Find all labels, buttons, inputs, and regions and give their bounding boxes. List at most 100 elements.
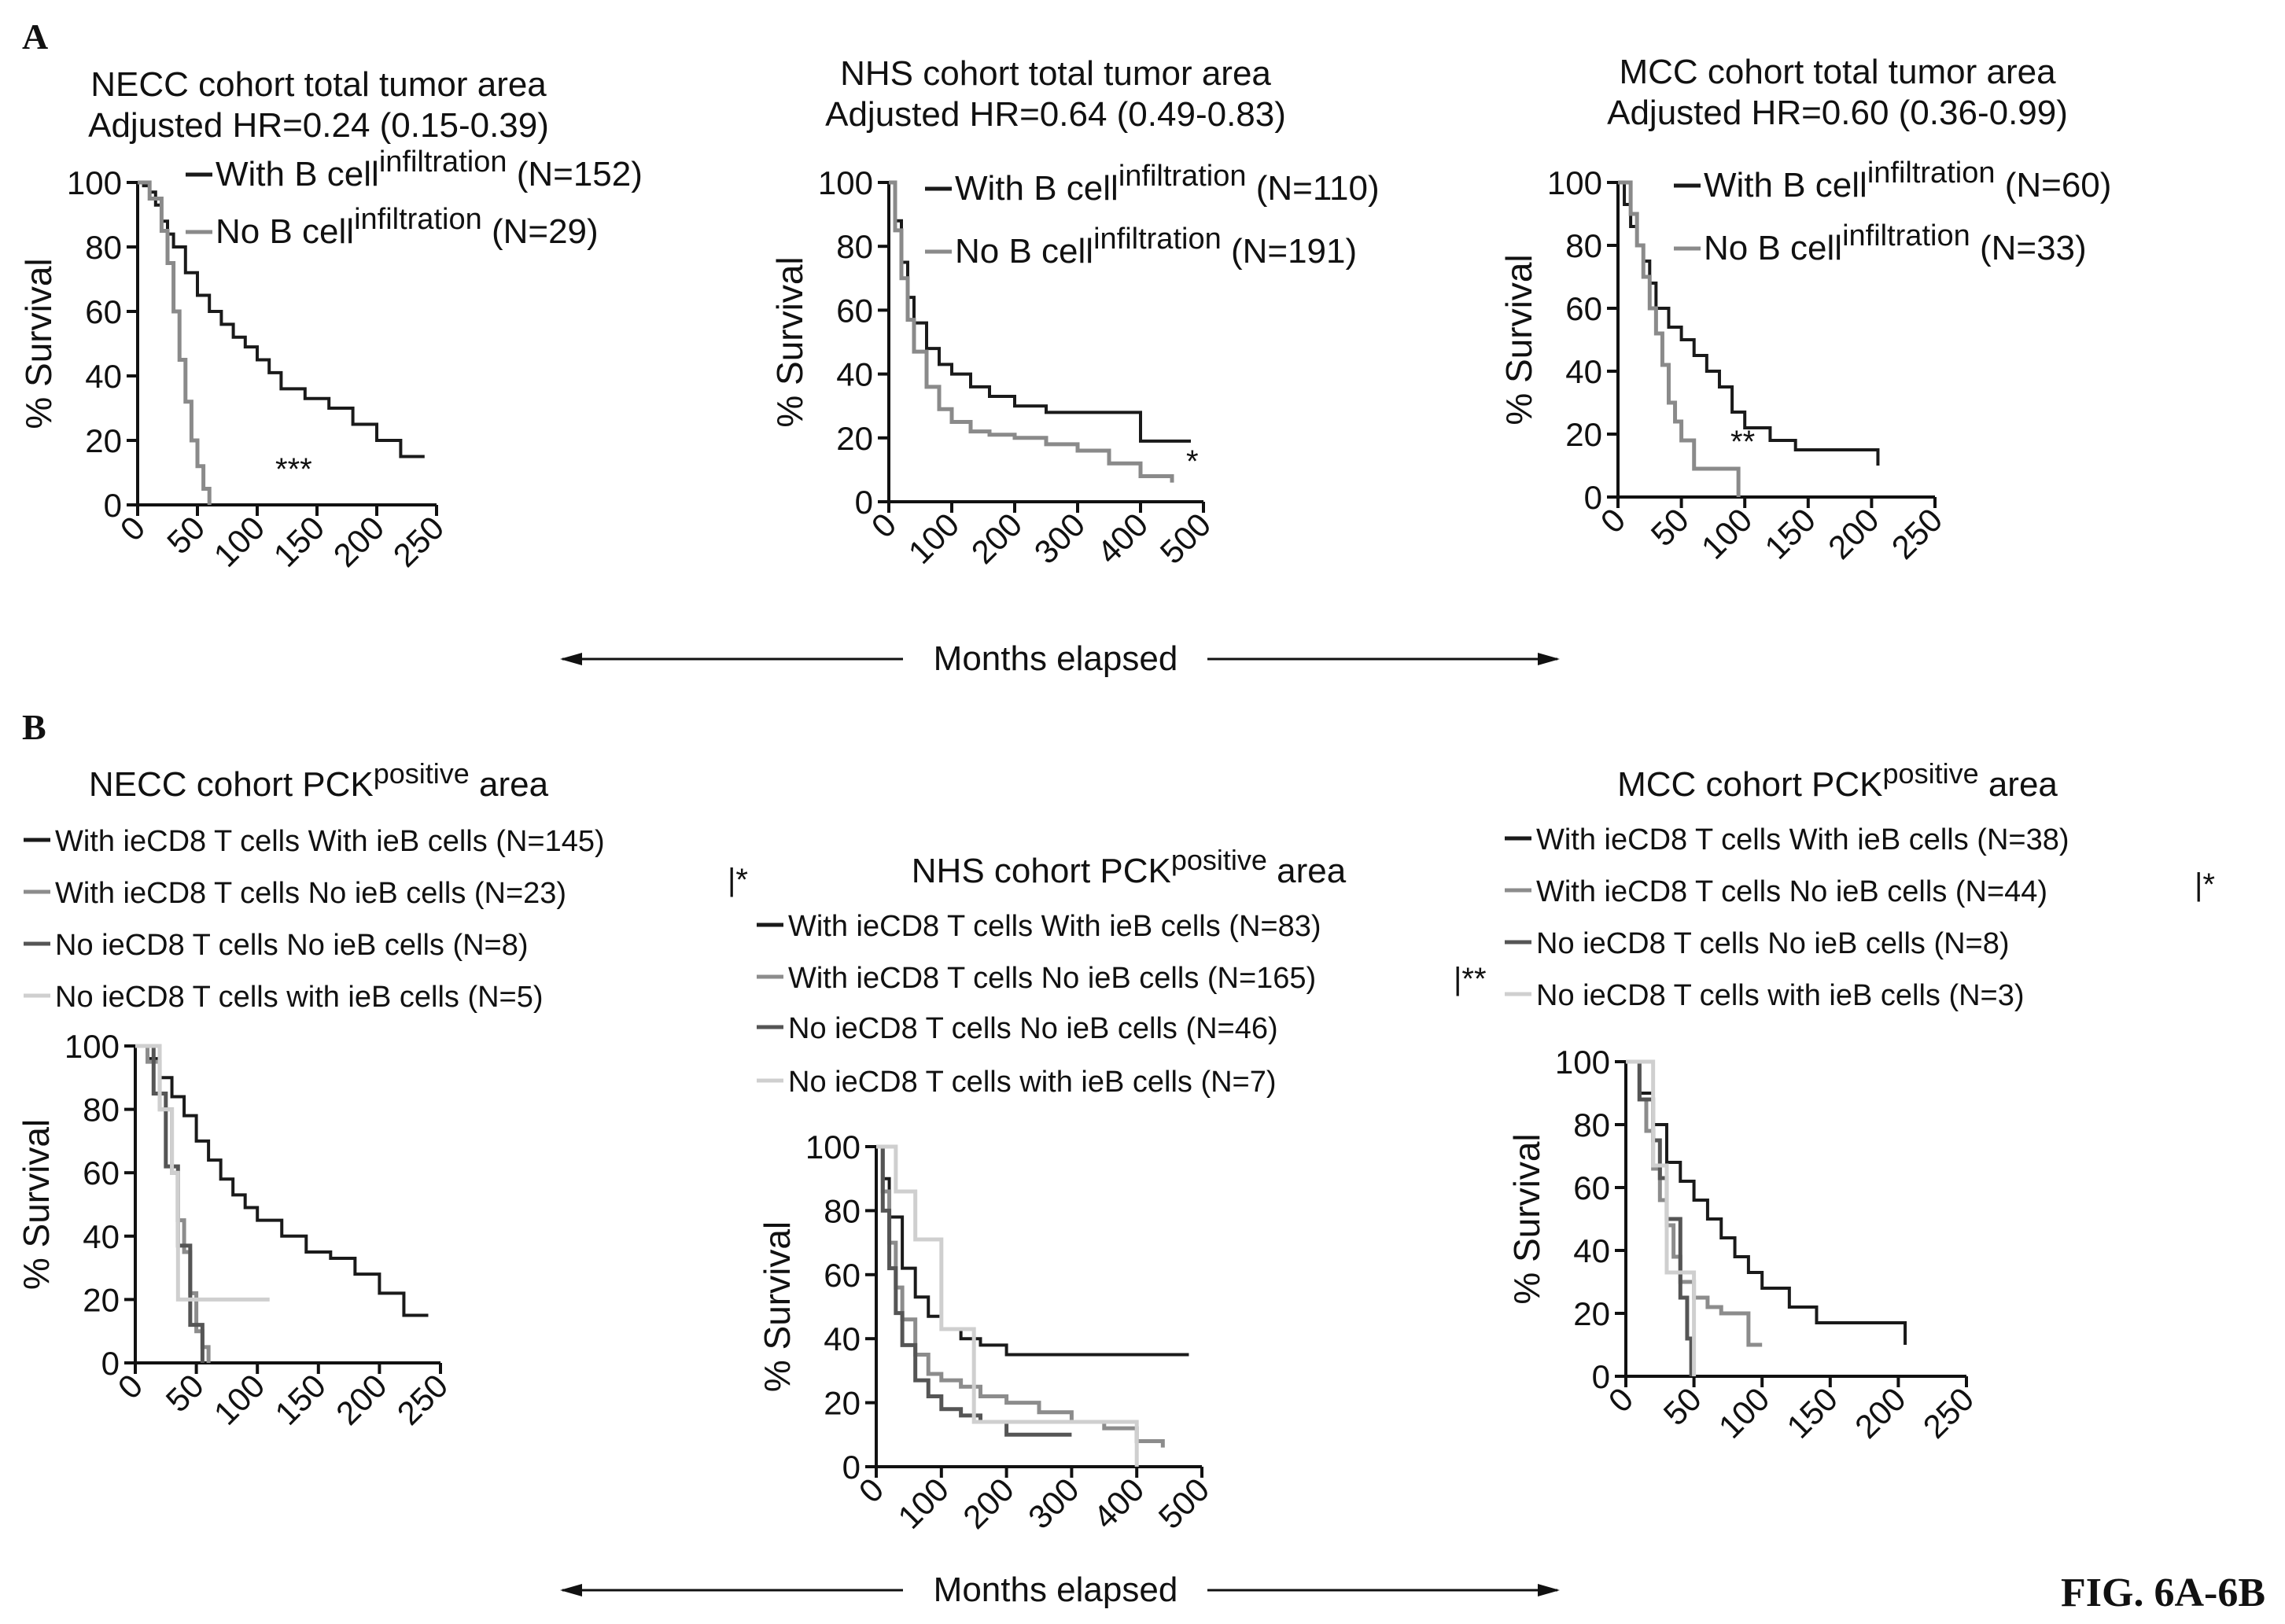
y-tick-label: 0 — [104, 487, 122, 524]
y-tick-label: 40 — [824, 1320, 861, 1357]
x-tick-label: 150 — [267, 509, 332, 574]
survival-curve-1 — [876, 1145, 1189, 1357]
legend-n: (N=60) — [1995, 166, 2111, 204]
y-tick-label: 80 — [85, 229, 122, 266]
y-tick-label: 80 — [824, 1192, 861, 1229]
legend-entry: With ieCD8 T cells No ieB cells (N=23) — [55, 877, 566, 910]
y-tick-label: 60 — [824, 1257, 861, 1294]
y-tick-label: 0 — [1584, 479, 1602, 516]
survival-curve-4 — [1626, 1059, 1697, 1376]
x-tick-label: 50 — [1644, 501, 1696, 553]
x-axis-arrow-a: Months elapsed — [560, 639, 1560, 678]
x-tick-label: 100 — [1712, 1380, 1777, 1445]
chart-subtitle: Adjusted HR=0.60 (0.36-0.99) — [1607, 94, 2068, 132]
x-tick-label: 100 — [1694, 501, 1760, 566]
chart-b2: NHS cohort PCKpositive area0204060801000… — [757, 844, 1487, 1536]
chart-b3: MCC cohort PCKpositive area0204060801000… — [1505, 757, 2215, 1445]
y-tick-label: 60 — [83, 1154, 120, 1191]
legend-name: With B cell — [955, 169, 1119, 208]
survival-curve-4 — [135, 1044, 270, 1302]
x-tick-label: 50 — [1657, 1380, 1708, 1432]
legend-entry: No ieCD8 T cells with ieB cells (N=7) — [788, 1066, 1277, 1099]
legend-name: With B cell — [1704, 166, 1867, 204]
x-tick-label: 500 — [1152, 1471, 1217, 1536]
y-tick-label: 100 — [1555, 1044, 1610, 1081]
chart-subtitle: Adjusted HR=0.24 (0.15-0.39) — [88, 106, 549, 145]
y-tick-label: 0 — [1592, 1358, 1610, 1395]
chart-title: NHS cohort total tumor area — [840, 54, 1271, 93]
x-tick-label: 150 — [1757, 501, 1822, 566]
legend-entry: With ieCD8 T cells No ieB cells (N=165) — [788, 962, 1316, 995]
chart-title-end: area — [1979, 765, 2058, 804]
y-tick-label: 20 — [1565, 416, 1602, 453]
chart-title-main: NHS cohort PCK — [912, 852, 1171, 890]
y-tick-label: 40 — [83, 1218, 120, 1255]
x-tick-label: 200 — [1848, 1380, 1913, 1445]
legend-entry: With ieCD8 T cells With ieB cells (N=83) — [788, 910, 1321, 943]
y-axis-label: % Survival — [1506, 1133, 1547, 1304]
significance-marker: |* — [2195, 867, 2215, 902]
y-tick-label: 100 — [67, 164, 122, 201]
chart-subtitle: Adjusted HR=0.64 (0.49-0.83) — [825, 95, 1286, 134]
legend-entry: No ieCD8 T cells with ieB cells (N=5) — [55, 981, 544, 1014]
x-tick-label: 250 — [390, 1367, 455, 1432]
figure-number-label: FIG. 6A-6B — [2061, 1571, 2265, 1615]
y-tick-label: 20 — [1573, 1295, 1610, 1332]
y-tick-label: 40 — [1573, 1232, 1610, 1269]
y-tick-label: 20 — [824, 1385, 861, 1422]
y-tick-label: 80 — [836, 228, 873, 265]
significance-marker: * — [1186, 444, 1199, 479]
y-axis-label: % Survival — [757, 1221, 798, 1392]
legend-sup: infiltration — [1867, 157, 1996, 190]
y-axis-label: % Survival — [769, 256, 810, 427]
x-tick-label: 200 — [329, 1367, 394, 1432]
y-tick-label: 20 — [836, 420, 873, 457]
survival-curve-1 — [889, 181, 1191, 443]
y-tick-label: 20 — [83, 1281, 120, 1318]
y-tick-label: 60 — [836, 292, 873, 329]
x-tick-label: 150 — [1779, 1380, 1845, 1445]
y-tick-label: 60 — [85, 293, 122, 330]
y-tick-label: 100 — [1547, 164, 1602, 201]
chart-title: NHS cohort PCKpositive area — [912, 844, 1347, 890]
significance-marker: |** — [1454, 962, 1487, 996]
legend-entry: With B cellinfiltration (N=110) — [955, 160, 1380, 208]
x-tick-label: 200 — [956, 1471, 1021, 1536]
chart-title-sup: positive — [1171, 844, 1267, 876]
months-elapsed-label-b: Months elapsed — [934, 1571, 1178, 1609]
legend-sup: infiltration — [1842, 219, 1970, 252]
chart-b1: NECC cohort PCKpositive area 0 20 40 60 80 100… — [16, 757, 748, 1432]
y-tick-label: 80 — [1565, 227, 1602, 264]
y-tick-label: 0 — [842, 1449, 861, 1486]
y-tick-label: 60 — [1565, 290, 1602, 327]
legend-n: (N=33) — [1970, 229, 2087, 267]
chart-title-end: area — [470, 765, 549, 804]
chart-title-main: NECC cohort PCK — [89, 765, 374, 804]
legend-entry: No B cellinfiltration (N=29) — [216, 203, 599, 251]
chart-title: MCC cohort total tumor area — [1619, 53, 2056, 91]
legend-n: (N=29) — [482, 212, 599, 251]
x-tick-label: 250 — [386, 509, 451, 574]
survival-curve-1 — [135, 1044, 429, 1317]
x-tick-label: 300 — [1027, 506, 1093, 571]
chart-title-end: area — [1267, 852, 1347, 890]
legend-entry: No B cellinfiltration (N=191) — [955, 223, 1357, 271]
x-tick-label: 500 — [1153, 506, 1218, 571]
legend-name: With B cell — [216, 155, 379, 193]
x-tick-label: 400 — [1086, 1471, 1152, 1536]
survival-curve-4 — [876, 1144, 1139, 1467]
x-tick-label: 50 — [160, 509, 212, 561]
legend-entry: With B cellinfiltration (N=152) — [216, 145, 643, 193]
chart-title: NECC cohort PCKpositive area — [89, 757, 549, 804]
legend-n: (N=191) — [1222, 232, 1357, 271]
y-tick-label: 100 — [805, 1129, 861, 1166]
legend-entry: No ieCD8 T cells No ieB cells (N=8) — [1536, 927, 2010, 960]
x-tick-label: 300 — [1021, 1471, 1086, 1536]
y-tick-label: 0 — [855, 484, 873, 521]
survival-curve-3 — [135, 1044, 205, 1363]
legend-entry: With B cellinfiltration (N=60) — [1704, 157, 2111, 204]
legend-entry: With ieCD8 T cells With ieB cells (N=145… — [55, 825, 605, 858]
